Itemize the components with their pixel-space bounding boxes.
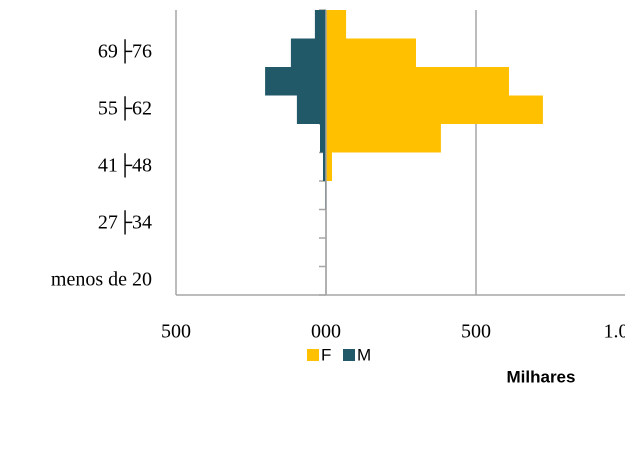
y-tick-label: 27├34	[98, 209, 152, 235]
y-tick-label: 55├62	[98, 95, 152, 121]
bar	[320, 124, 326, 153]
bar	[326, 38, 416, 67]
legend-label: F	[321, 345, 331, 364]
legend-label: M	[357, 345, 371, 364]
bar	[314, 10, 326, 39]
x-axis-label: Milhares	[507, 367, 576, 386]
bar	[326, 95, 543, 124]
legend-swatch	[307, 349, 319, 361]
legend-swatch	[343, 349, 355, 361]
y-tick-label: 41├48	[98, 152, 152, 178]
bar	[296, 95, 326, 124]
x-tick-label: 000	[311, 321, 341, 343]
bar	[326, 152, 332, 181]
bar	[326, 124, 441, 153]
bar	[326, 10, 347, 39]
bar	[290, 38, 326, 67]
y-tick-label: menos de 20	[51, 268, 152, 290]
bar	[265, 67, 326, 96]
bar	[323, 152, 326, 181]
bar	[326, 67, 509, 96]
x-tick-label: 1.000	[604, 321, 625, 343]
y-tick-label: 69├76	[98, 38, 152, 64]
x-tick-label: 500	[161, 321, 191, 343]
x-tick-label: 500	[461, 321, 491, 343]
